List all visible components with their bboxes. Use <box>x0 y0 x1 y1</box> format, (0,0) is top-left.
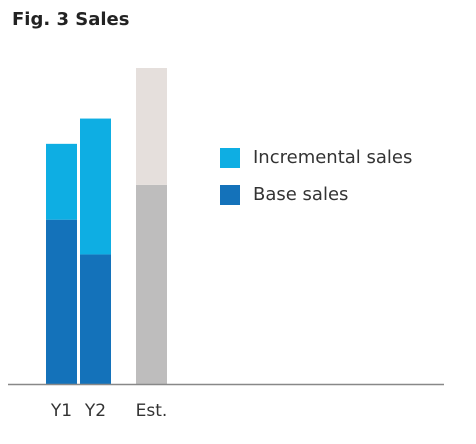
x-tick-label: Est. <box>136 401 168 421</box>
legend: Incremental sales Base sales <box>220 147 412 205</box>
legend-label: Base sales <box>253 184 348 205</box>
bar-base-y1 <box>46 219 77 384</box>
x-tick-label: Y1 <box>50 401 72 421</box>
bar-base-est <box>136 184 167 384</box>
bar-incremental-y1 <box>46 143 77 220</box>
legend-label: Incremental sales <box>253 147 412 168</box>
tick-labels-group: Y1 Y2 Est. <box>50 401 167 421</box>
legend-swatch <box>220 185 240 205</box>
bar-base-y2 <box>80 254 111 384</box>
bar-incremental-y2 <box>80 118 111 255</box>
chart-title: Fig. 3 Sales <box>12 9 129 30</box>
bar-incremental-est <box>136 68 167 185</box>
bars-group <box>46 68 167 384</box>
x-tick-label: Y2 <box>84 401 106 421</box>
legend-swatch <box>220 148 240 168</box>
